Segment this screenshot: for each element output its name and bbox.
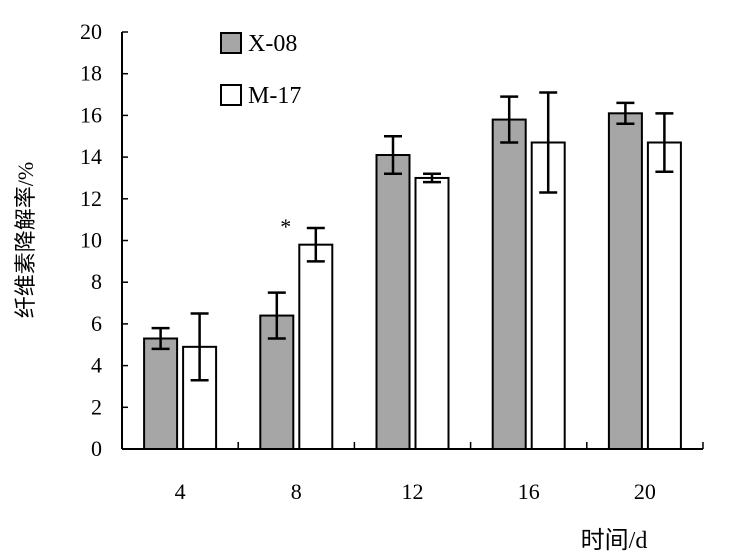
tick-labels: 0 2 4 6 8 10 12 14 16 18 20 4 8 12 16 20 * — [80, 19, 656, 504]
legend: X-08 M-17 — [220, 31, 301, 109]
significance-marker: * — [280, 214, 291, 239]
bar-m-17-8 — [298, 243, 334, 450]
y-tick-label: 6 — [91, 311, 102, 336]
y-tick-label: 2 — [91, 394, 102, 419]
y-tick-label: 18 — [80, 61, 102, 86]
legend-swatch-x-08 — [220, 32, 242, 54]
legend-label-m-17: M-17 — [248, 83, 301, 109]
bar-m-17-12 — [414, 176, 450, 450]
x-tick-label: 20 — [634, 479, 656, 504]
bar-x-08-4 — [143, 337, 179, 450]
bar-x-08-12 — [375, 154, 411, 450]
x-tick-label: 12 — [402, 479, 424, 504]
x-tick-label: 16 — [518, 479, 540, 504]
x-tick-label: 8 — [291, 479, 302, 504]
y-tick-label: 14 — [80, 144, 102, 169]
legend-label-x-08: X-08 — [248, 31, 297, 57]
y-tick-label: 0 — [91, 436, 102, 461]
bars — [143, 112, 682, 450]
x-tick-label: 4 — [175, 479, 186, 504]
axes — [121, 31, 704, 450]
x-axis-label: 时间/d — [581, 527, 648, 554]
y-tick-label: 16 — [80, 102, 102, 127]
y-axis-label: 纤维素降解率/% — [13, 162, 38, 318]
y-tick-label: 12 — [80, 186, 102, 211]
error-bars — [151, 91, 674, 382]
bar-x-08-20 — [607, 112, 643, 450]
legend-swatch-m-17 — [220, 84, 242, 106]
y-tick-label: 10 — [80, 228, 102, 253]
bar-x-08-16 — [491, 118, 527, 450]
y-tick-label: 20 — [80, 19, 102, 44]
bar-m-17-20 — [646, 141, 682, 450]
y-tick-label: 8 — [91, 269, 102, 294]
y-tick-label: 4 — [91, 353, 102, 378]
